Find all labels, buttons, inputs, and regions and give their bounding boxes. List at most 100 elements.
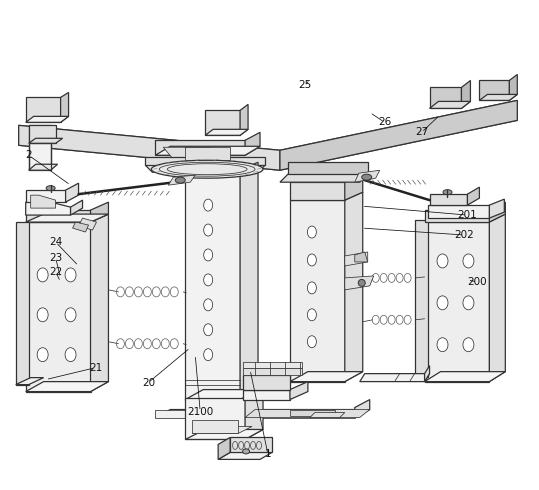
Text: 2: 2 [25, 150, 32, 160]
Text: 21: 21 [89, 363, 102, 373]
Text: 201: 201 [458, 210, 478, 220]
Polygon shape [489, 202, 506, 222]
Polygon shape [245, 132, 260, 155]
Text: 1: 1 [265, 449, 271, 460]
Ellipse shape [463, 254, 474, 268]
Polygon shape [19, 125, 280, 170]
Polygon shape [489, 214, 506, 382]
Polygon shape [73, 222, 88, 232]
Polygon shape [489, 199, 505, 218]
Text: 24: 24 [49, 237, 62, 247]
Polygon shape [16, 378, 44, 385]
Polygon shape [29, 164, 58, 170]
Polygon shape [71, 200, 82, 215]
Polygon shape [205, 110, 240, 135]
Ellipse shape [175, 177, 185, 183]
Text: 202: 202 [454, 230, 474, 240]
Polygon shape [185, 390, 258, 399]
Polygon shape [280, 174, 368, 182]
Text: 23: 23 [49, 253, 62, 263]
Polygon shape [290, 371, 363, 382]
Text: 2100: 2100 [187, 407, 213, 416]
Polygon shape [509, 74, 517, 100]
Polygon shape [290, 382, 308, 399]
Polygon shape [29, 138, 63, 143]
Ellipse shape [65, 348, 76, 362]
Text: 200: 200 [468, 277, 487, 287]
Polygon shape [26, 382, 108, 392]
Polygon shape [345, 192, 363, 382]
Polygon shape [430, 87, 461, 108]
Polygon shape [425, 371, 506, 382]
Polygon shape [345, 174, 363, 200]
Polygon shape [355, 399, 370, 417]
Polygon shape [425, 210, 489, 222]
Polygon shape [290, 410, 335, 416]
Ellipse shape [307, 309, 316, 321]
Ellipse shape [204, 224, 213, 236]
Polygon shape [205, 129, 248, 135]
Ellipse shape [46, 186, 55, 191]
Ellipse shape [243, 449, 250, 454]
Polygon shape [155, 410, 355, 417]
Polygon shape [430, 194, 467, 205]
Polygon shape [355, 170, 379, 182]
Polygon shape [430, 101, 471, 108]
Polygon shape [66, 183, 79, 202]
Polygon shape [290, 182, 345, 200]
Polygon shape [168, 175, 195, 185]
Polygon shape [26, 116, 68, 122]
Ellipse shape [37, 348, 48, 362]
Polygon shape [146, 157, 265, 165]
Polygon shape [26, 202, 71, 215]
Polygon shape [290, 200, 345, 382]
Polygon shape [91, 214, 108, 392]
Polygon shape [79, 218, 96, 230]
Polygon shape [155, 147, 260, 155]
Polygon shape [26, 214, 108, 222]
Polygon shape [479, 80, 509, 100]
Polygon shape [185, 147, 230, 160]
Polygon shape [240, 162, 258, 399]
Polygon shape [240, 104, 248, 135]
Polygon shape [243, 375, 290, 390]
Polygon shape [155, 140, 245, 155]
Ellipse shape [204, 199, 213, 211]
Ellipse shape [307, 336, 316, 348]
Ellipse shape [307, 226, 316, 238]
Polygon shape [230, 438, 272, 452]
Ellipse shape [463, 296, 474, 310]
Ellipse shape [151, 160, 263, 178]
Ellipse shape [463, 338, 474, 352]
Ellipse shape [437, 338, 448, 352]
Ellipse shape [204, 299, 213, 311]
Polygon shape [243, 390, 290, 399]
Polygon shape [16, 222, 29, 385]
Polygon shape [26, 98, 60, 122]
Polygon shape [29, 143, 51, 170]
Polygon shape [288, 162, 368, 174]
Text: 20: 20 [142, 378, 155, 388]
Text: 22: 22 [49, 267, 62, 277]
Polygon shape [245, 410, 370, 417]
Polygon shape [165, 165, 185, 180]
Ellipse shape [443, 190, 452, 195]
Ellipse shape [307, 254, 316, 266]
Polygon shape [218, 452, 272, 460]
Polygon shape [185, 147, 218, 165]
Polygon shape [155, 410, 370, 417]
Polygon shape [427, 205, 489, 218]
Polygon shape [218, 438, 230, 460]
Ellipse shape [37, 308, 48, 322]
Polygon shape [163, 147, 195, 165]
Polygon shape [461, 80, 471, 108]
Ellipse shape [65, 268, 76, 282]
Ellipse shape [437, 254, 448, 268]
Polygon shape [245, 390, 263, 440]
Text: 26: 26 [378, 117, 391, 127]
Ellipse shape [437, 296, 448, 310]
Polygon shape [200, 165, 220, 182]
Polygon shape [345, 276, 374, 290]
Polygon shape [467, 187, 479, 205]
Polygon shape [185, 170, 240, 399]
